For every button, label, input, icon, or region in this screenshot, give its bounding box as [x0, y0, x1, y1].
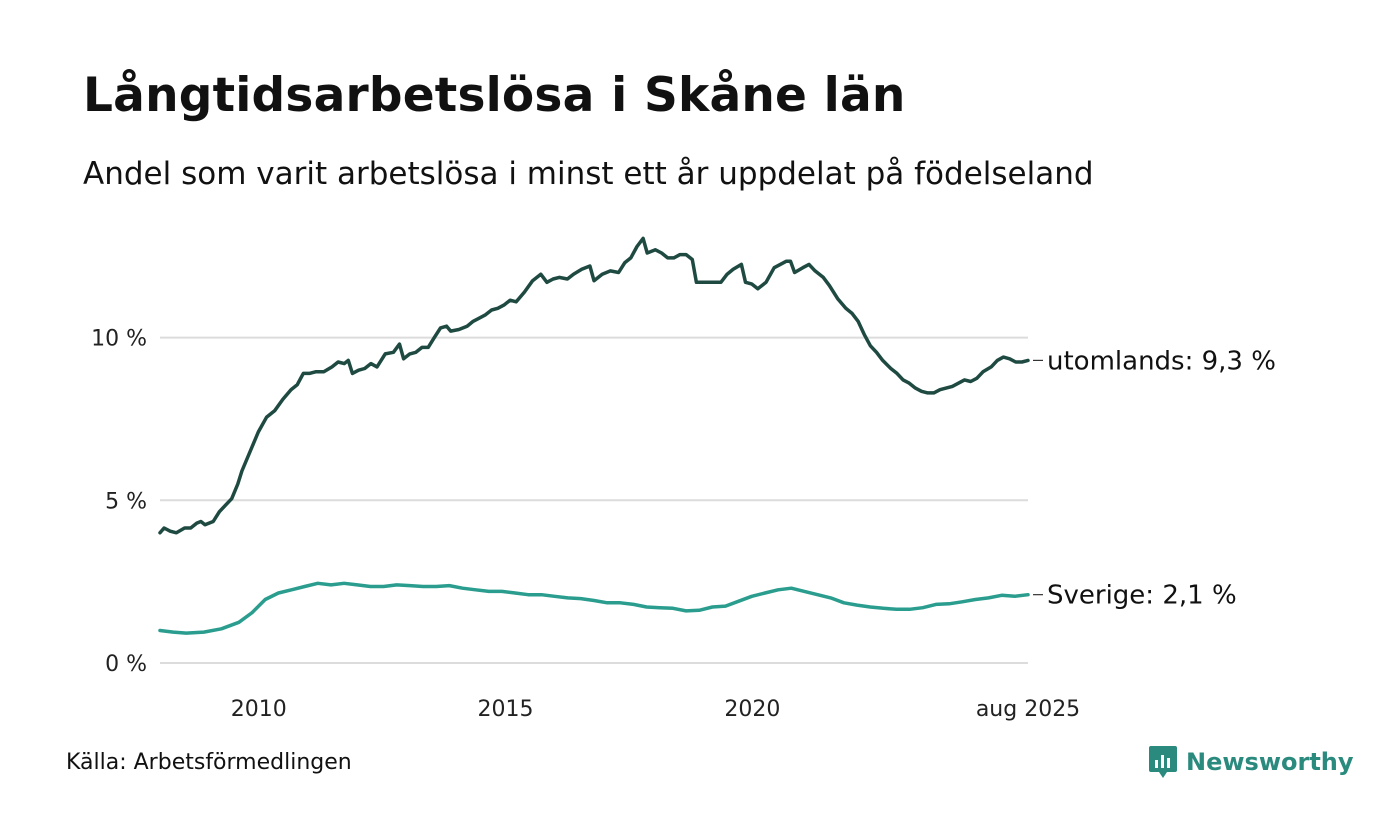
x-tick-label: 2015	[478, 697, 534, 722]
series-line-sverige	[158, 581, 1030, 635]
grid-lines	[160, 336, 1028, 664]
y-tick-label: 10 %	[91, 327, 147, 352]
chart-subtitle: Andel som varit arbetslösa i minst ett å…	[83, 156, 1094, 192]
newsworthy-logo-icon	[1149, 746, 1177, 778]
y-tick-labels: 0 % 5 % 10 %	[91, 327, 147, 677]
y-tick-label: 0 %	[105, 652, 147, 677]
series-line-utomlands	[158, 236, 1030, 535]
x-tick-label: aug 2025	[976, 697, 1080, 722]
x-tick-labels: 2010 2015 2020 aug 2025	[231, 697, 1080, 722]
source-note: Källa: Arbetsförmedlingen	[66, 750, 352, 775]
brand-name: Newsworthy	[1186, 748, 1354, 776]
y-tick-label: 5 %	[105, 489, 147, 514]
series-end-label: Sverige: 2,1 %	[1047, 581, 1237, 611]
series-lines	[158, 236, 1030, 635]
chart-title: Långtidsarbetslösa i Skåne län	[83, 68, 906, 123]
brand-logo: Newsworthy	[1148, 744, 1354, 780]
x-tick-label: 2020	[724, 697, 780, 722]
series-end-label: utomlands: 9,3 %	[1047, 346, 1276, 376]
x-tick-label: 2010	[231, 697, 287, 722]
series-end-labels: utomlands: 9,3 % Sverige: 2,1 %	[1033, 346, 1276, 611]
